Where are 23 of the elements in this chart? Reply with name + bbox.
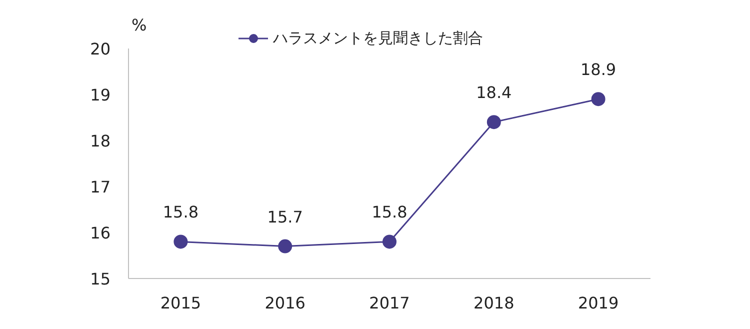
y-tick-label: 15 [90, 270, 110, 288]
data-label: 18.4 [476, 83, 512, 102]
legend-label: ハラスメントを見聞きした割合 [273, 28, 483, 48]
x-tick-label: 2016 [264, 294, 306, 312]
point [591, 92, 606, 106]
point [174, 234, 188, 249]
data-label: 15.8 [162, 202, 199, 222]
x-tick-label: 2017 [369, 294, 410, 312]
data-label: 18.9 [580, 60, 616, 80]
point [382, 234, 396, 249]
y-tick-label: 18 [90, 132, 110, 150]
data-label: 15.8 [372, 202, 408, 222]
x-tick-label: 2015 [160, 294, 202, 312]
y-tick-label: 19 [90, 86, 110, 104]
y-tick-label: 16 [90, 224, 110, 242]
x-tick-label: 2019 [578, 294, 619, 312]
x-tick-label: 2018 [474, 294, 514, 312]
y-tick-label: 20 [90, 40, 110, 58]
y-axis-title: % [132, 16, 147, 34]
y-tick-label: 17 [90, 178, 110, 196]
point [486, 115, 501, 130]
point [278, 239, 292, 254]
data-label: 15.7 [267, 207, 303, 226]
